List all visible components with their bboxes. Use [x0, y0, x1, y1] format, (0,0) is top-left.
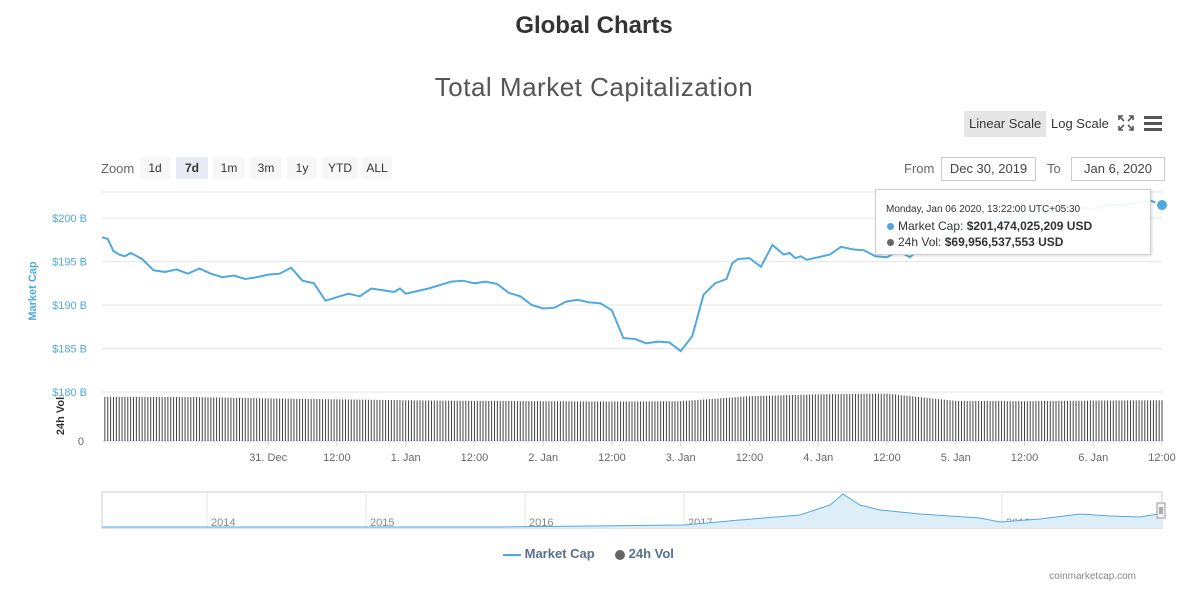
navigator-area — [102, 494, 1162, 528]
x-tick-label: 4. Jan — [803, 452, 833, 464]
x-tick-label: 12:00 — [461, 452, 489, 464]
circle-legend-icon — [615, 549, 625, 560]
zoom-button-1m[interactable]: 1m — [213, 157, 245, 179]
y-axis-ticks: $180 B $185 B $190 B $195 B $200 B 0 — [52, 213, 87, 448]
tooltip-date: Monday, Jan 06 2020, 13:22:00 UTC+05:30 — [886, 204, 1081, 215]
to-date-input[interactable]: Jan 6, 2020 — [1071, 157, 1165, 181]
tooltip-volume-label: 24h Vol: — [898, 235, 942, 249]
volume-axis-label: 24h Vol — [55, 397, 67, 435]
navigator-tick-label: 2014 — [211, 517, 235, 529]
zoom-button-3m[interactable]: 3m — [250, 157, 282, 179]
hamburger-menu-icon[interactable] — [1144, 116, 1162, 131]
zoom-label: Zoom — [101, 161, 135, 176]
navigator-tick-label: 2015 — [370, 517, 394, 529]
x-tick-label: 5. Jan — [941, 452, 971, 464]
navigator[interactable]: 201420152016201720182019 — [101, 491, 1166, 529]
x-axis-ticks: 31. Dec 12:00 1. Jan 12:00 2. Jan 12:00 3. Jan… — [249, 441, 1176, 464]
navigator-handle — [1156, 502, 1166, 519]
y-tick-label: $200 B — [52, 213, 87, 225]
y-tick-label: $195 B — [52, 257, 87, 269]
tooltip-volume-row: 24h Vol: $69,956,537,553 USD — [887, 235, 1063, 249]
x-tick-label: 31. Dec — [249, 452, 287, 464]
chart-title: Total Market Capitalization — [434, 72, 754, 102]
x-tick-label: 12:00 — [873, 452, 901, 464]
x-tick-label: 6. Jan — [1078, 452, 1108, 464]
from-date-input[interactable]: Dec 30, 2019 — [941, 157, 1036, 181]
tooltip-market-cap-row: Market Cap: $201,474,025,209 USD — [887, 219, 1092, 233]
line-legend-icon — [503, 553, 521, 556]
volume-tick-label: 0 — [78, 436, 84, 448]
hover-point — [1155, 198, 1169, 213]
volume-bars — [104, 393, 1163, 441]
market-cap-dot-icon — [887, 223, 894, 230]
y-axis-label: Market Cap — [27, 261, 39, 321]
to-label: To — [1047, 161, 1061, 176]
legend-volume[interactable]: 24h Vol — [615, 546, 674, 561]
x-tick-label: 12:00 — [1011, 452, 1039, 464]
x-tick-label: 12:00 — [736, 452, 764, 464]
credits-link[interactable]: coinmarketcap.com — [1049, 571, 1136, 582]
y-tick-label: $185 B — [52, 344, 87, 356]
x-tick-label: 3. Jan — [666, 452, 696, 464]
zoom-button-ytd[interactable]: YTD — [322, 157, 358, 179]
y-tick-label: $190 B — [52, 300, 87, 312]
page-title: Global Charts — [515, 12, 673, 39]
zoom-button-all[interactable]: ALL — [362, 157, 392, 179]
tooltip-market-cap-label: Market Cap: — [898, 219, 964, 233]
zoom-button-1d[interactable]: 1d — [140, 157, 170, 179]
x-tick-label: 12:00 — [598, 452, 626, 464]
log-scale-button[interactable]: Log Scale — [1051, 116, 1109, 131]
x-tick-label: 2. Jan — [528, 452, 558, 464]
volume-dot-icon — [887, 239, 894, 246]
legend-market-cap[interactable]: Market Cap — [503, 546, 595, 561]
tooltip: Monday, Jan 06 2020, 13:22:00 UTC+05:30 … — [875, 189, 1151, 255]
y-tick-label: $180 B — [52, 387, 87, 399]
linear-scale-button[interactable]: Linear Scale — [964, 111, 1047, 137]
navigator-line — [102, 493, 1162, 528]
x-tick-label: 12:00 — [323, 452, 351, 464]
x-tick-label: 12:00 — [1148, 452, 1176, 464]
expand-icon[interactable] — [1118, 115, 1134, 131]
zoom-button-1y[interactable]: 1y — [287, 157, 317, 179]
x-tick-label: 1. Jan — [391, 452, 421, 464]
legend-volume-label: 24h Vol — [628, 546, 674, 561]
zoom-button-7d[interactable]: 7d — [176, 157, 208, 179]
tooltip-market-cap-value: $201,474,025,209 USD — [966, 219, 1093, 233]
from-label: From — [904, 161, 935, 176]
tooltip-volume-value: $69,956,537,553 USD — [944, 235, 1064, 249]
legend-market-cap-label: Market Cap — [524, 546, 595, 561]
